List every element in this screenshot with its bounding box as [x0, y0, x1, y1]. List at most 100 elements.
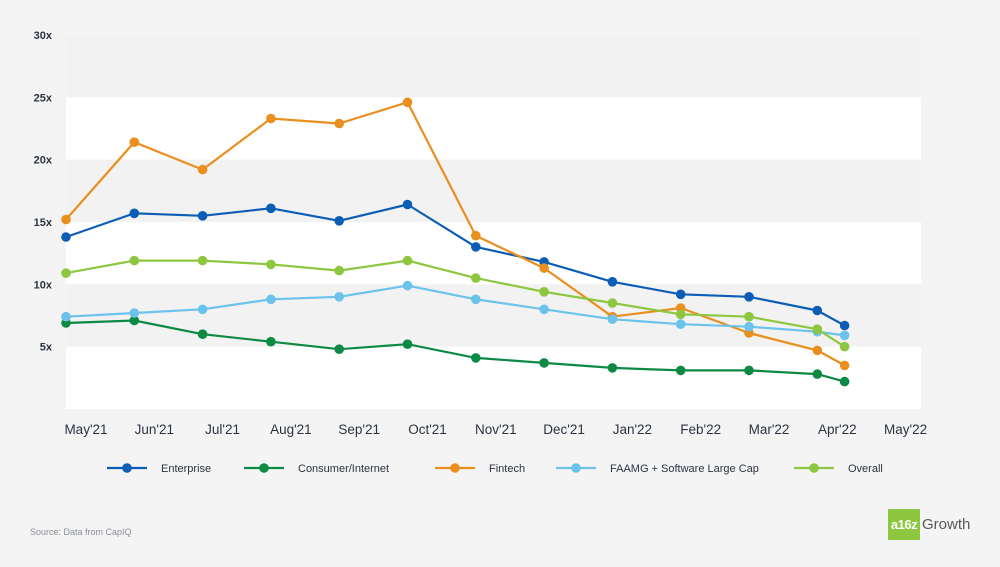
y-tick-label: 30x: [34, 30, 53, 42]
legend-item: FAAMG + Software Large Cap: [556, 463, 759, 475]
x-tick-label: May'22: [884, 422, 927, 437]
x-tick-label: Feb'22: [680, 422, 721, 437]
legend-label: Enterprise: [161, 463, 211, 475]
data-point: [266, 259, 276, 270]
legend-marker: [122, 463, 132, 473]
legend-label: FAAMG + Software Large Cap: [610, 463, 759, 475]
data-point: [839, 330, 850, 341]
series-fintech: [61, 97, 850, 371]
data-point: [129, 255, 140, 266]
data-point: [607, 277, 618, 287]
brand-mark: a16z: [888, 509, 920, 540]
data-point: [839, 341, 850, 352]
grid-band: [66, 284, 921, 347]
data-point: [129, 137, 140, 147]
x-tick-label: May'21: [64, 422, 107, 437]
data-point: [539, 287, 549, 297]
data-point: [812, 345, 823, 356]
data-point: [197, 211, 208, 221]
data-point: [402, 255, 413, 266]
series-enterprise: [61, 199, 850, 331]
data-point: [334, 118, 345, 129]
series-overall: [61, 255, 850, 352]
data-point: [675, 289, 686, 300]
data-point: [402, 280, 413, 291]
x-tick-label: Nov'21: [475, 422, 517, 437]
data-point: [471, 273, 481, 283]
data-point: [744, 321, 754, 332]
legend-label: Consumer/Internet: [298, 463, 389, 475]
data-point: [197, 304, 208, 315]
legend-marker: [259, 463, 269, 473]
source-note: Source: Data from CapIQ: [30, 527, 132, 537]
data-point: [129, 308, 140, 318]
data-point: [197, 164, 208, 175]
data-point: [607, 314, 618, 325]
x-tick-label: Apr'22: [818, 422, 857, 437]
grid-band: [66, 159, 921, 222]
x-tick-label: Mar'22: [749, 422, 790, 437]
data-point: [471, 242, 481, 252]
y-tick-label: 5x: [40, 342, 53, 354]
data-point: [129, 315, 140, 326]
data-point: [839, 320, 850, 331]
x-tick-label: Sep'21: [338, 422, 380, 437]
data-point: [839, 360, 850, 371]
x-tick-label: Aug'21: [270, 422, 312, 437]
data-point: [675, 365, 686, 376]
y-tick-label: 10x: [34, 279, 53, 291]
data-point: [61, 311, 71, 322]
x-tick-label: Jan'22: [613, 422, 652, 437]
data-point: [471, 230, 481, 241]
series-faamg-software-large-cap: [61, 280, 850, 341]
data-point: [334, 344, 345, 355]
data-point: [539, 263, 549, 273]
data-point: [266, 294, 276, 305]
data-point: [266, 336, 276, 347]
data-point: [266, 203, 276, 214]
legend-marker: [571, 463, 581, 473]
data-point: [61, 268, 71, 278]
x-tick-label: Jul'21: [205, 422, 240, 437]
data-point: [812, 305, 823, 316]
data-point: [334, 265, 345, 276]
x-tick-label: Oct'21: [408, 422, 447, 437]
data-point: [812, 369, 823, 379]
data-point: [839, 376, 850, 387]
data-point: [675, 309, 686, 320]
data-point: [334, 216, 345, 226]
data-point: [539, 358, 549, 368]
x-tick-label: Jun'21: [135, 422, 174, 437]
legend: Enterprise Consumer/Internet Fintech FAAMG …: [107, 463, 883, 475]
legend-label: Fintech: [489, 463, 525, 475]
brand-name: Growth: [922, 516, 971, 533]
grid-band: [66, 35, 921, 98]
data-point: [539, 304, 549, 315]
data-point: [607, 298, 618, 308]
legend-marker: [809, 463, 819, 473]
data-point: [402, 199, 413, 210]
data-point: [744, 292, 754, 302]
x-tick-label: Dec'21: [543, 422, 585, 437]
legend-item: Enterprise: [107, 463, 211, 475]
legend-label: Overall: [848, 463, 883, 475]
data-point: [402, 339, 413, 350]
series-consumer-internet: [61, 315, 850, 387]
data-point: [812, 324, 823, 335]
data-point: [471, 353, 481, 363]
brand-logo: a16z Growth: [888, 509, 970, 540]
data-point: [266, 113, 276, 124]
y-tick-label: 20x: [34, 155, 53, 167]
data-point: [744, 365, 754, 376]
data-point: [402, 97, 413, 108]
data-point: [129, 208, 140, 219]
data-point: [61, 232, 71, 242]
data-point: [471, 294, 481, 305]
data-point: [607, 363, 618, 373]
legend-item: Overall: [794, 463, 883, 475]
data-point: [197, 255, 208, 266]
legend-item: Consumer/Internet: [244, 463, 389, 475]
data-point: [197, 329, 208, 340]
data-point: [675, 319, 686, 330]
